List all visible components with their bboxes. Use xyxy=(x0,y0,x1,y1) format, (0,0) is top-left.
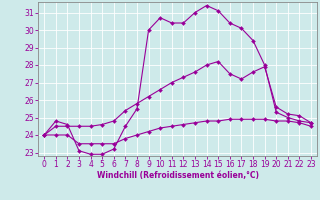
X-axis label: Windchill (Refroidissement éolien,°C): Windchill (Refroidissement éolien,°C) xyxy=(97,171,259,180)
